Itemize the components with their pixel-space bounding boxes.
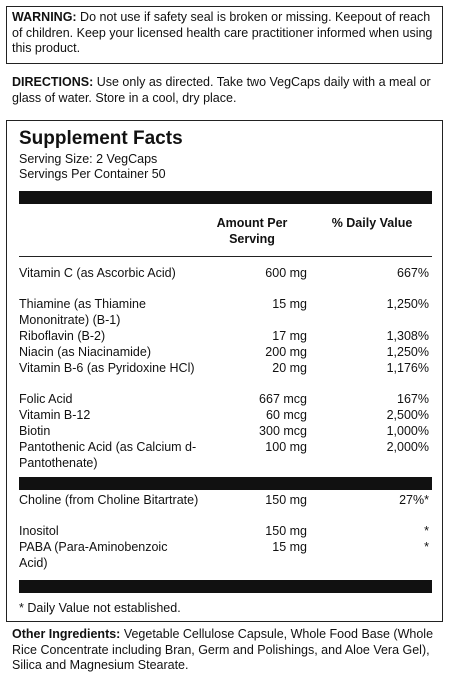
nutrient-name: Thiamine (as Thiamine Mononitrate) (B-1) [19, 297, 146, 327]
directions-label: DIRECTIONS: [12, 75, 94, 89]
servings-per-container: Servings Per Container 50 [19, 167, 166, 181]
nutrient-amount: 100 mg [265, 440, 307, 454]
nutrient-name: Vitamin B-6 (as Pyridoxine HCl) [19, 361, 195, 375]
footnote: * Daily Value not established. [19, 601, 181, 615]
column-header-daily-value: % Daily Value [331, 216, 413, 230]
nutrient-amount: 17 mg [272, 329, 307, 343]
nutrient-amount: 600 mg [265, 266, 307, 280]
nutrient-daily-value: 1,250% [386, 297, 429, 311]
other-ingredients-text: Vegetable Cellulose Capsule, Whole Food … [12, 627, 434, 672]
other-ingredients: Other Ingredients: Vegetable Cellulose C… [12, 627, 444, 674]
facts-title: Supplement Facts [19, 128, 183, 149]
directions-text: Use only as directed. Take two VegCaps d… [12, 75, 431, 105]
nutrient-amount: 150 mg [265, 524, 307, 538]
warning-text: Do not use if safety seal is broken or m… [12, 10, 433, 55]
nutrient-daily-value: 2,000% [386, 440, 429, 454]
nutrient-amount: 60 mcg [266, 408, 307, 422]
nutrient-name: Inositol [19, 524, 59, 538]
header-rule [19, 256, 432, 257]
warning-label: WARNING: [12, 10, 77, 24]
thick-divider-bottom [19, 580, 432, 593]
nutrient-amount: 150 mg [265, 493, 307, 507]
nutrient-daily-value: 1,176% [386, 361, 429, 375]
nutrient-daily-value: 27%* [399, 493, 429, 507]
thick-divider-top [19, 191, 432, 204]
nutrient-amount: 20 mg [272, 361, 307, 375]
nutrient-amount: 667 mcg [259, 392, 307, 406]
nutrient-daily-value: 2,500% [386, 408, 429, 422]
nutrient-daily-value: 167% [397, 392, 429, 406]
serving-size: Serving Size: 2 VegCaps [19, 152, 158, 166]
nutrient-name: Biotin [19, 424, 51, 438]
nutrient-daily-value: * [424, 524, 429, 538]
nutrient-name: Choline (from Choline Bitartrate) [19, 493, 199, 507]
nutrient-name: Niacin (as Niacinamide) [19, 345, 151, 359]
nutrient-daily-value: 667% [397, 266, 429, 280]
nutrient-name: Pantothenic Acid (as Calcium d-Pantothen… [19, 440, 197, 470]
thick-divider-middle [19, 477, 432, 490]
nutrient-daily-value: 1,308% [386, 329, 429, 343]
nutrient-amount: 15 mg [272, 540, 307, 554]
supplement-facts-panel: Supplement Facts Serving Size: 2 VegCaps… [6, 120, 443, 622]
nutrient-name: Folic Acid [19, 392, 73, 406]
nutrient-daily-value: 1,000% [386, 424, 429, 438]
warning-box: WARNING: Do not use if safety seal is br… [6, 6, 443, 64]
nutrient-name: Vitamin B-12 [19, 408, 91, 422]
nutrient-name: Vitamin C (as Ascorbic Acid) [19, 266, 176, 280]
nutrient-amount: 300 mcg [259, 424, 307, 438]
nutrient-name: PABA (Para-Aminobenzoic Acid) [19, 540, 168, 570]
nutrient-amount: 15 mg [272, 297, 307, 311]
other-ingredients-label: Other Ingredients: [12, 627, 121, 641]
directions: DIRECTIONS: Use only as directed. Take t… [12, 75, 444, 106]
column-header-amount: Amount Per Serving [216, 216, 288, 246]
nutrient-name: Riboflavin (B-2) [19, 329, 106, 343]
nutrient-daily-value: 1,250% [386, 345, 429, 359]
nutrient-amount: 200 mg [265, 345, 307, 359]
nutrient-daily-value: * [424, 540, 429, 554]
